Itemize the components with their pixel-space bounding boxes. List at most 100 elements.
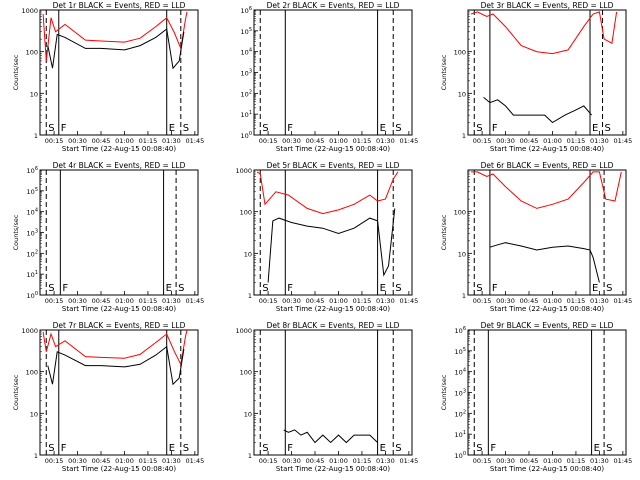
y-tick-label: 10	[244, 410, 252, 418]
panel-2: Det 2r BLACK = Events, RED = LLD 00:15 00:…	[241, 1, 419, 153]
x-tick-label: 00:45	[92, 137, 111, 145]
marker-label: S	[395, 443, 401, 454]
y-tick-label: 104	[27, 208, 38, 217]
y-tick-label: 104	[455, 368, 466, 377]
marker-label: S	[476, 283, 482, 294]
y-tick-label: 100	[27, 291, 38, 300]
series-line-lld	[42, 329, 188, 366]
y-tick-label: 100	[454, 209, 466, 217]
x-tick-label: 00:30	[282, 137, 301, 145]
y-tick-label: 1000	[21, 327, 38, 335]
x-axis-label: Start Time (22-Aug-15 00:08:40)	[62, 305, 176, 313]
y-tick-label: 100	[455, 451, 466, 460]
marker-label: F	[492, 123, 498, 134]
marker-label: S	[183, 123, 189, 134]
marker-label: F	[61, 443, 67, 454]
y-tick-label: 10	[30, 410, 38, 418]
x-tick-label: 00:15	[45, 137, 64, 145]
x-tick-label: 01:15	[139, 297, 158, 305]
x-tick-label: 00:15	[473, 457, 492, 465]
x-tick-label: 01:00	[543, 137, 562, 145]
x-tick-label: 00:30	[282, 457, 301, 465]
plot-frame	[467, 9, 627, 136]
y-tick-label: 101	[455, 430, 466, 439]
series-line-events	[47, 28, 185, 70]
x-tick-label: 01:30	[376, 137, 395, 145]
x-axis-label: Start Time (22-Aug-15 00:08:40)	[276, 305, 390, 313]
x-tick-label: 00:45	[92, 297, 111, 305]
x-axis-label: Start Time (22-Aug-15 00:08:40)	[62, 145, 176, 153]
y-tick-label: 1	[462, 292, 466, 300]
x-tick-label: 01:45	[400, 137, 419, 145]
x-tick-label: 00:30	[496, 457, 515, 465]
x-tick-label: 00:45	[306, 297, 325, 305]
y-tick-label: 100	[26, 49, 38, 57]
x-tick-label: 00:30	[282, 297, 301, 305]
panel-8: Det 8r BLACK = Events, RED = LLD 00:15 00:…	[235, 321, 418, 473]
x-tick-label: 01:15	[139, 137, 158, 145]
y-tick-label: 101	[241, 110, 252, 119]
x-axis-label: Start Time (22-Aug-15 00:08:40)	[276, 145, 390, 153]
y-axis-label: Counts/sec	[12, 214, 20, 250]
marker-label: S	[262, 123, 268, 134]
series-line-events	[483, 97, 592, 124]
y-tick-label: 105	[241, 27, 252, 36]
panel-title: Det 9r BLACK = Events, RED = LLD	[481, 321, 614, 330]
marker-label: F	[61, 123, 67, 134]
marker-label: S	[48, 123, 54, 134]
x-axis-label: Start Time (22-Aug-15 00:08:40)	[490, 465, 604, 473]
y-tick-label: 100	[26, 369, 38, 377]
marker-label: F	[287, 443, 293, 454]
y-tick-label: 105	[455, 347, 466, 356]
x-tick-label: 01:15	[567, 137, 586, 145]
marker-label: E	[169, 443, 175, 454]
y-tick-label: 106	[455, 326, 466, 335]
panel-title: Det 1r BLACK = Events, RED = LLD	[53, 1, 186, 10]
panel-3: Det 3r BLACK = Events, RED = LLD 00:15 00:…	[440, 1, 632, 153]
series-line-events	[283, 429, 378, 444]
y-tick-label: 106	[27, 166, 38, 175]
y-tick-label: 102	[455, 409, 466, 418]
x-tick-label: 01:00	[115, 137, 134, 145]
marker-label: S	[48, 443, 54, 454]
x-tick-label: 01:45	[614, 457, 633, 465]
x-tick-label: 01:15	[353, 457, 372, 465]
x-axis-label: Start Time (22-Aug-15 00:08:40)	[62, 465, 176, 473]
y-tick-label: 103	[241, 69, 252, 78]
x-tick-label: 01:45	[614, 297, 633, 305]
x-tick-label: 01:30	[162, 137, 181, 145]
x-tick-label: 01:30	[162, 457, 181, 465]
x-tick-label: 00:45	[520, 457, 539, 465]
series-line-lld	[42, 11, 188, 61]
y-axis-label: Counts/sec	[12, 54, 20, 90]
x-tick-label: 00:45	[92, 457, 111, 465]
marker-label: F	[490, 443, 496, 454]
x-tick-label: 01:15	[353, 297, 372, 305]
x-tick-label: 00:15	[45, 457, 64, 465]
panel-title: Det 5r BLACK = Events, RED = LLD	[267, 161, 400, 170]
series-line-lld	[256, 171, 399, 215]
y-tick-label: 1000	[21, 7, 38, 15]
x-axis-label: Start Time (22-Aug-15 00:08:40)	[490, 145, 604, 153]
x-tick-label: 01:30	[590, 457, 609, 465]
y-axis-label: Counts/sec	[440, 54, 448, 90]
x-tick-label: 01:00	[329, 137, 348, 145]
x-tick-label: 01:00	[329, 457, 348, 465]
marker-label: S	[605, 123, 611, 134]
marker-label: F	[62, 283, 68, 294]
marker-label: E	[592, 283, 598, 294]
x-tick-label: 01:00	[543, 297, 562, 305]
x-tick-label: 01:15	[567, 297, 586, 305]
y-tick-label: 100	[454, 49, 466, 57]
marker-label: S	[476, 443, 482, 454]
marker-label: S	[606, 443, 612, 454]
x-tick-label: 00:30	[68, 457, 87, 465]
x-tick-label: 00:30	[68, 137, 87, 145]
marker-label: S	[395, 123, 401, 134]
x-tick-label: 00:30	[496, 297, 515, 305]
y-tick-label: 1	[462, 132, 466, 140]
y-tick-label: 1	[248, 452, 252, 460]
plot-frame	[467, 329, 627, 456]
y-tick-label: 104	[241, 48, 252, 57]
